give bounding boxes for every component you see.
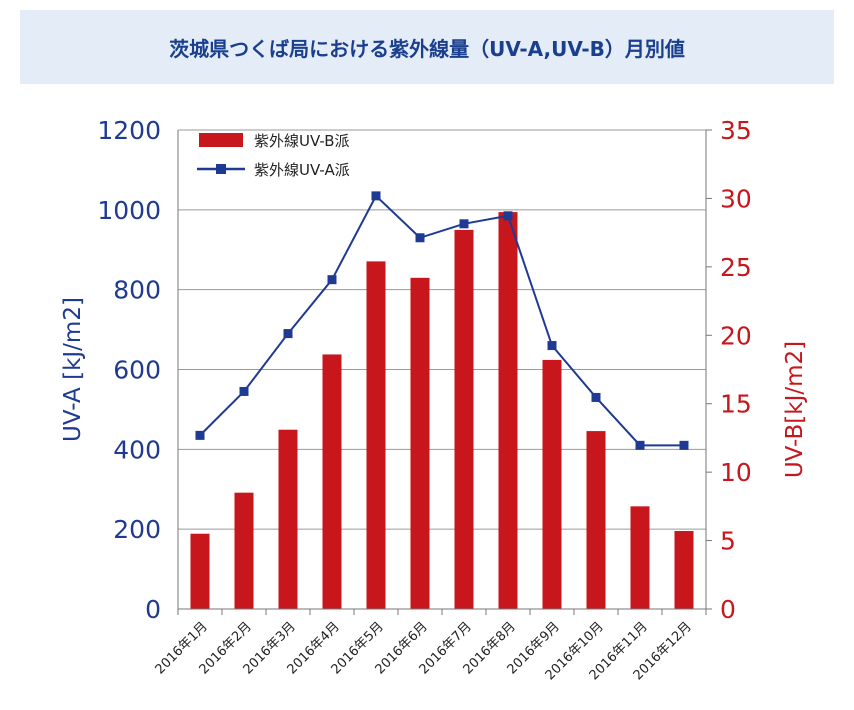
y-right-tick-label: 35 (720, 116, 752, 145)
uvb-bar (322, 354, 342, 609)
y-left-tick-label: 800 (113, 276, 161, 305)
uvb-bar (586, 431, 606, 609)
y-right-tick-label: 25 (720, 253, 752, 282)
y-right-tick-label: 30 (720, 184, 752, 213)
y-left-tick-label: 400 (113, 435, 161, 464)
uvb-bar (454, 229, 474, 610)
legend-bar-label: 紫外線UV-B派 (254, 132, 350, 150)
y-right-tick-label: 15 (720, 390, 752, 419)
uvb-bar (278, 429, 298, 609)
uvb-bar (190, 533, 210, 609)
uva-line (195, 191, 689, 450)
chart-title: 茨城県つくば局における紫外線量（UV-A,UV-B）月別値 (169, 36, 685, 61)
uvb-bar (410, 277, 430, 609)
uva-point (459, 219, 469, 229)
y-right-tick-label: 10 (720, 458, 752, 487)
uvb-bar (630, 506, 650, 609)
uva-point (327, 275, 337, 285)
y-right-tick-label: 5 (720, 527, 736, 556)
uvb-bar (234, 492, 254, 609)
legend-line-label: 紫外線UV-A派 (254, 161, 350, 179)
uva-point (635, 440, 645, 450)
y-left-tick-label: 0 (145, 595, 161, 624)
uvb-bar (674, 530, 694, 609)
uva-point (503, 211, 513, 221)
uvb-bar (542, 359, 562, 609)
y-left-tick-label: 1200 (97, 116, 161, 145)
y-right-tick-label: 20 (720, 321, 752, 350)
uva-point (679, 440, 689, 450)
uva-point (591, 392, 601, 402)
uva-point (283, 329, 293, 339)
uvb-bar (498, 212, 518, 609)
uva-point (547, 341, 557, 351)
uva-point (371, 191, 381, 201)
uva-point (195, 430, 205, 440)
y-left-tick-label: 1000 (97, 196, 161, 225)
y-left-tick-label: 600 (113, 356, 161, 385)
axes: 0 200 400 600 800 1000 1200 0 5 10 15 20 25 30 35 UV-A … (60, 116, 808, 683)
y-right-axis-title: UV-B[kJ/m2] (782, 341, 808, 478)
y-left-tick-label: 200 (113, 515, 161, 544)
uvb-bars (190, 212, 694, 610)
legend-bar-swatch (199, 133, 243, 147)
legend-line-marker (216, 164, 226, 174)
uva-series-line (199, 194, 684, 447)
y-left-axis-title: UV-A [kJ/m2] (60, 297, 86, 442)
uvb-bar (366, 261, 386, 609)
uva-point (415, 233, 425, 243)
gridlines (178, 129, 706, 530)
y-right-tick-label: 0 (720, 595, 736, 624)
title-banner: 茨城県つくば局における紫外線量（UV-A,UV-B）月別値 (20, 10, 834, 84)
uva-point (239, 386, 249, 396)
